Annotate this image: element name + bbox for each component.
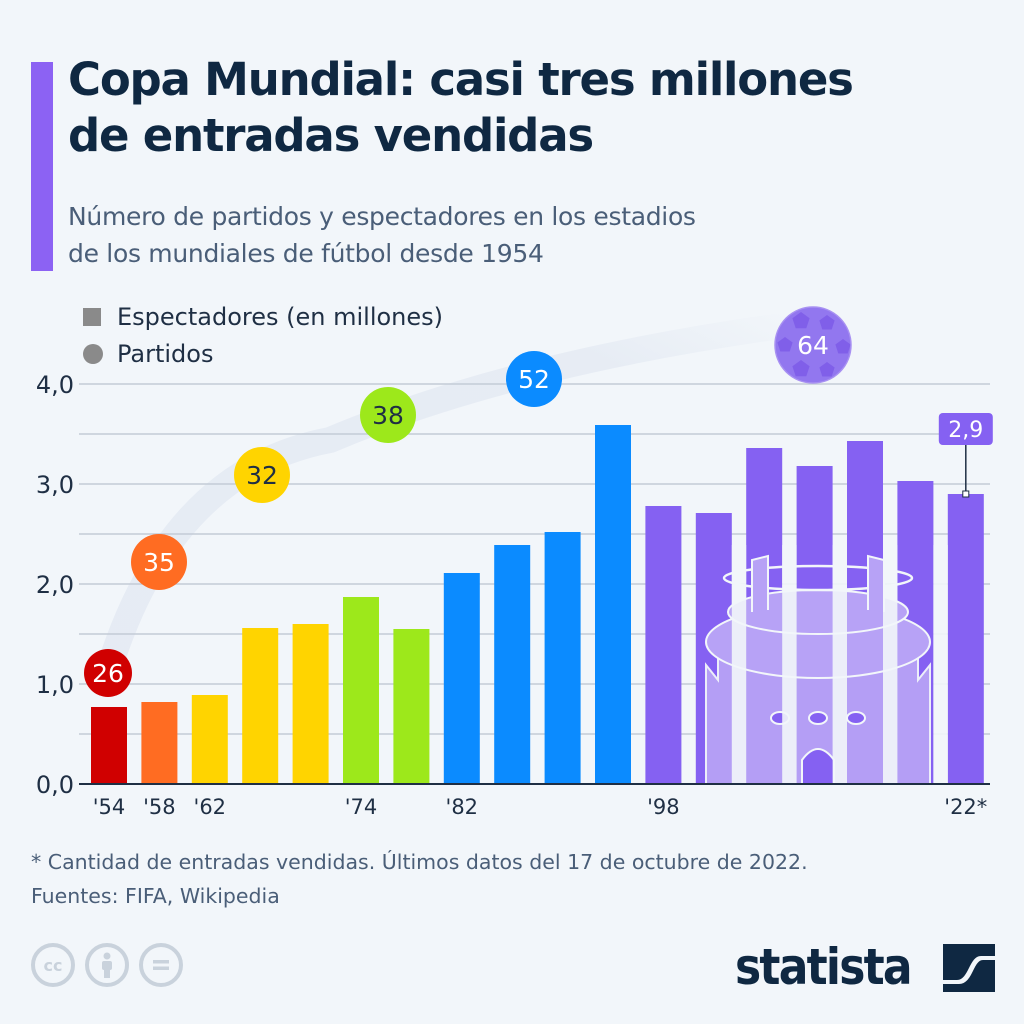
bar-1990 [544,532,581,784]
attribution-icon[interactable] [85,943,129,987]
chart-title: Copa Mundial: casi tres millones de entr… [68,52,1018,164]
bubble-circle [234,447,290,503]
legend-item-partidos: Partidos [83,335,443,372]
bubble-label: 64 [797,331,829,360]
matches-bubble-1998: 64 [774,306,852,384]
soccer-ball-icon [774,306,852,384]
legend-circle-icon [83,343,103,364]
x-tick-label: '98 [647,795,680,819]
matches-bubbles: 26 35 32 38 52 64 [84,306,852,697]
subtitle-line-1: Número de partidos y espectadores en los… [68,202,696,231]
matches-bubble-1962: 32 [234,447,290,503]
stadium-tower-right [867,554,885,612]
callout-anchor [962,490,970,498]
bar-1970 [292,624,329,784]
bar-1982 [443,573,480,784]
y-tick-label: 2,0 [36,571,74,599]
bubble-circle [360,387,416,443]
bar-gap [731,545,747,784]
matches-bubble-1974: 38 [360,387,416,443]
bar-2022 [947,494,984,784]
subtitle-line-2: de los mundiales de fútbol desde 1954 [68,239,544,268]
bar-1958 [141,702,178,784]
bubble-circle [506,351,562,407]
bar-1978 [393,629,430,784]
license-icons: cc [31,943,183,987]
ball-patch-icon [835,339,851,354]
statista-mark-icon [943,944,995,992]
cc-icon[interactable]: cc [31,943,75,987]
bar-1954 [91,707,127,784]
ball-patch-icon [777,337,793,352]
matches-bubble-1982: 52 [506,351,562,407]
y-tick-label: 0,0 [36,771,74,799]
bubble-circle [84,649,132,697]
title-line-2: de entradas vendidas [68,109,594,162]
ball-patch-icon [792,312,810,329]
matches-bubble-1958: 35 [131,534,187,590]
x-tick-label: '58 [143,795,176,819]
footnote-sources: Fuentes: FIFA, Wikipedia [31,884,280,908]
bubble-label: 26 [92,659,124,688]
bubble-label: 52 [518,365,550,394]
callout-label: 2,9 [948,418,983,443]
ball-patch-icon [819,315,835,330]
bar-gap [832,545,847,784]
value-callout: 2,9 [938,413,993,498]
stadium-window [846,711,866,725]
legend: Espectadores (en millones) Partidos [83,298,443,372]
chart-subtitle: Número de partidos y espectadores en los… [68,198,696,272]
legend-square-icon [83,307,101,326]
bar-1966 [242,628,279,784]
y-tick-label: 3,0 [36,471,74,499]
bubble-label: 38 [372,401,404,430]
brand-name: statista [735,938,913,996]
no-derivatives-icon[interactable] [139,943,183,987]
x-tick-label: '54 [93,795,126,819]
bar-1994 [595,425,631,784]
bar-1986 [494,545,531,784]
bubble-circle [131,534,187,590]
x-axis-ticks: '54 '58 '62 '74 '82 '98 '22* [93,795,988,819]
bubble-label: 32 [246,461,278,490]
callout-box [938,413,993,445]
matches-bubble-1954: 26 [84,649,132,697]
stadium-tower-left [751,554,769,612]
bar-gap [782,545,797,784]
x-tick-label: '22* [944,795,987,819]
y-tick-label: 1,0 [36,671,74,699]
bar-1974 [343,597,379,784]
statista-logo[interactable]: statista [735,938,995,996]
x-tick-label: '74 [345,795,378,819]
bar-1998 [645,506,682,784]
footnote-note: * Cantidad de entradas vendidas. Últimos… [31,850,808,874]
bar-gap [883,545,898,784]
title-line-1: Copa Mundial: casi tres millones [68,53,854,106]
bar-gap [933,545,948,784]
y-tick-label: 4,0 [36,371,74,399]
legend-label: Espectadores (en millones) [117,302,444,331]
y-axis-ticks: 0,0 1,0 2,0 3,0 4,0 [36,371,74,799]
bar-1962 [191,695,228,784]
stadium-window [808,711,828,725]
bar-chart: 0,0 1,0 2,0 3,0 4,0 '54 '58 '62 '74 '82 '98 '22* 2… [36,306,993,819]
x-tick-label: '82 [446,795,479,819]
stadium-ring [722,564,914,592]
legend-item-espectadores: Espectadores (en millones) [83,298,443,335]
legend-label: Partidos [117,339,214,368]
stadium-gate [801,748,835,785]
x-tick-label: '62 [194,795,227,819]
ball-patch-icon [792,360,810,377]
stadium-illustration [705,545,948,785]
accent-bar [31,62,53,271]
footnote: * Cantidad de entradas vendidas. Últimos… [31,845,808,913]
ball-patch-icon [819,362,835,377]
bubble-label: 35 [143,548,175,577]
